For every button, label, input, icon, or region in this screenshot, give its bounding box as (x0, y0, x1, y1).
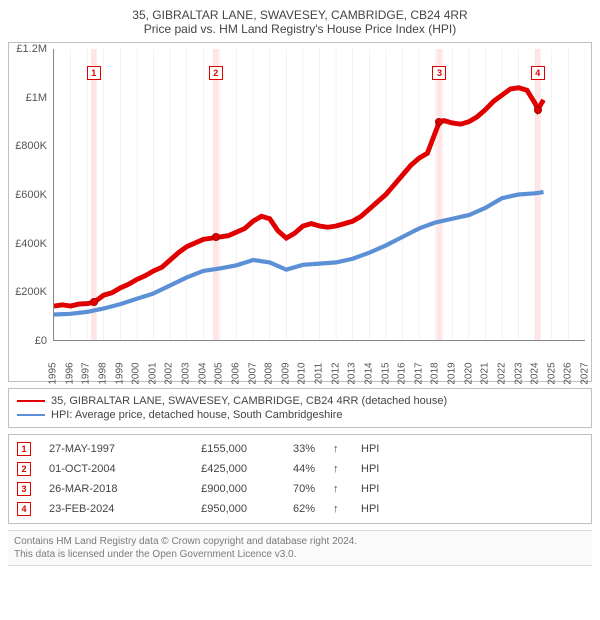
arrow-up-icon: ↑ (333, 483, 343, 495)
x-tick-label: 2017 (413, 362, 424, 384)
legend-label: 35, GIBRALTAR LANE, SWAVESEY, CAMBRIDGE,… (51, 395, 447, 407)
legend-row: 35, GIBRALTAR LANE, SWAVESEY, CAMBRIDGE,… (17, 394, 583, 408)
x-tick-label: 2002 (164, 362, 175, 384)
sales-row-date: 01-OCT-2004 (49, 463, 149, 475)
sales-row-label: HPI (361, 443, 379, 455)
sale-marker-box: 4 (531, 66, 545, 80)
x-tick-label: 2027 (580, 362, 591, 384)
title-line2: Price paid vs. HM Land Registry's House … (8, 22, 592, 36)
sale-data-point (435, 118, 443, 126)
sales-row: 4 23-FEB-2024 £950,000 62% ↑ HPI (17, 499, 583, 519)
x-tick-label: 2007 (247, 362, 258, 384)
sales-row-date: 23-FEB-2024 (49, 503, 149, 515)
sales-row-marker: 4 (17, 502, 31, 516)
x-tick-label: 2014 (363, 362, 374, 384)
arrow-up-icon: ↑ (333, 503, 343, 515)
sales-row-label: HPI (361, 483, 379, 495)
sales-row: 3 26-MAR-2018 £900,000 70% ↑ HPI (17, 479, 583, 499)
footer-note: Contains HM Land Registry data © Crown c… (8, 530, 592, 566)
sales-row-date: 27-MAY-1997 (49, 443, 149, 455)
sales-row: 2 01-OCT-2004 £425,000 44% ↑ HPI (17, 459, 583, 479)
y-tick-label: £1M (26, 92, 47, 104)
x-tick-label: 1998 (97, 362, 108, 384)
x-tick-label: 2013 (347, 362, 358, 384)
footer-line1: Contains HM Land Registry data © Crown c… (14, 535, 586, 548)
chart-title-block: 35, GIBRALTAR LANE, SWAVESEY, CAMBRIDGE,… (8, 8, 592, 36)
title-line1: 35, GIBRALTAR LANE, SWAVESEY, CAMBRIDGE,… (8, 8, 592, 22)
x-tick-label: 2026 (563, 362, 574, 384)
sales-row-label: HPI (361, 503, 379, 515)
sales-row-marker: 3 (17, 482, 31, 496)
x-tick-label: 2010 (297, 362, 308, 384)
sale-marker-box: 3 (432, 66, 446, 80)
x-tick-label: 2021 (480, 362, 491, 384)
sales-row-date: 26-MAR-2018 (49, 483, 149, 495)
y-tick-label: £0 (35, 335, 47, 347)
x-tick-label: 1996 (64, 362, 75, 384)
x-tick-label: 2015 (380, 362, 391, 384)
sales-row-pct: 44% (265, 463, 315, 475)
arrow-up-icon: ↑ (333, 463, 343, 475)
sales-row-pct: 33% (265, 443, 315, 455)
x-tick-label: 2001 (147, 362, 158, 384)
sales-row-pct: 70% (265, 483, 315, 495)
sale-marker-box: 1 (87, 66, 101, 80)
sales-row-price: £155,000 (167, 443, 247, 455)
x-tick-label: 2022 (496, 362, 507, 384)
x-tick-label: 2011 (314, 363, 325, 385)
sale-data-point (212, 233, 220, 241)
x-tick-label: 2004 (197, 362, 208, 384)
x-tick-label: 2018 (430, 362, 441, 384)
sales-row-marker: 1 (17, 442, 31, 456)
sales-row: 1 27-MAY-1997 £155,000 33% ↑ HPI (17, 439, 583, 459)
x-tick-label: 2025 (546, 362, 557, 384)
sales-row-pct: 62% (265, 503, 315, 515)
y-tick-label: £400K (15, 238, 47, 250)
x-tick-label: 2006 (230, 362, 241, 384)
sale-data-point (90, 298, 98, 306)
legend-label: HPI: Average price, detached house, Sout… (51, 409, 342, 421)
legend-swatch (17, 414, 45, 416)
sale-marker-box: 2 (209, 66, 223, 80)
sales-table: 1 27-MAY-1997 £155,000 33% ↑ HPI 2 01-OCT-2004 £… (8, 434, 592, 524)
legend-row: HPI: Average price, detached house, Sout… (17, 408, 583, 422)
y-tick-label: £600K (15, 189, 47, 201)
x-tick-label: 2012 (330, 362, 341, 384)
footer-line2: This data is licensed under the Open Gov… (14, 548, 586, 561)
arrow-up-icon: ↑ (333, 443, 343, 455)
y-tick-label: £200K (15, 286, 47, 298)
x-tick-label: 2020 (463, 362, 474, 384)
sales-row-price: £950,000 (167, 503, 247, 515)
chart-area: £0 £200K £400K £600K £800K £1M £1.2M 1 2 3 4 1995… (8, 42, 592, 382)
y-axis: £0£200K£400K£600K£800K£1M£1.2M (9, 49, 51, 341)
sales-row-marker: 2 (17, 462, 31, 476)
sales-row-price: £425,000 (167, 463, 247, 475)
x-tick-label: 2003 (181, 362, 192, 384)
x-tick-label: 2008 (264, 362, 275, 384)
x-axis: 1995199619971998199920002001200220032004… (53, 343, 585, 381)
legend-swatch (17, 400, 45, 402)
plot-region: 1 2 3 4 (53, 49, 585, 341)
sales-row-price: £900,000 (167, 483, 247, 495)
x-tick-label: 2009 (280, 362, 291, 384)
x-tick-label: 2005 (214, 362, 225, 384)
x-tick-label: 1999 (114, 362, 125, 384)
sales-row-label: HPI (361, 463, 379, 475)
y-tick-label: £800K (15, 140, 47, 152)
x-tick-label: 2024 (530, 362, 541, 384)
sale-data-point (534, 106, 542, 114)
x-tick-label: 2019 (447, 362, 458, 384)
x-tick-label: 2016 (397, 362, 408, 384)
y-tick-label: £1.2M (16, 43, 47, 55)
x-tick-label: 2023 (513, 362, 524, 384)
x-tick-label: 1997 (81, 362, 92, 384)
x-tick-label: 2000 (131, 362, 142, 384)
x-tick-label: 1995 (48, 362, 59, 384)
legend: 35, GIBRALTAR LANE, SWAVESEY, CAMBRIDGE,… (8, 388, 592, 428)
